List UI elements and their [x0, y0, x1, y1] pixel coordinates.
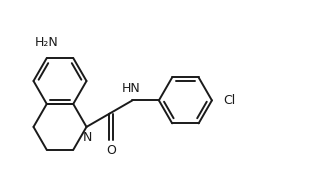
Text: HN: HN: [122, 82, 141, 95]
Text: O: O: [107, 144, 117, 157]
Text: Cl: Cl: [223, 94, 235, 107]
Text: N: N: [83, 131, 92, 144]
Text: H₂N: H₂N: [35, 36, 59, 49]
